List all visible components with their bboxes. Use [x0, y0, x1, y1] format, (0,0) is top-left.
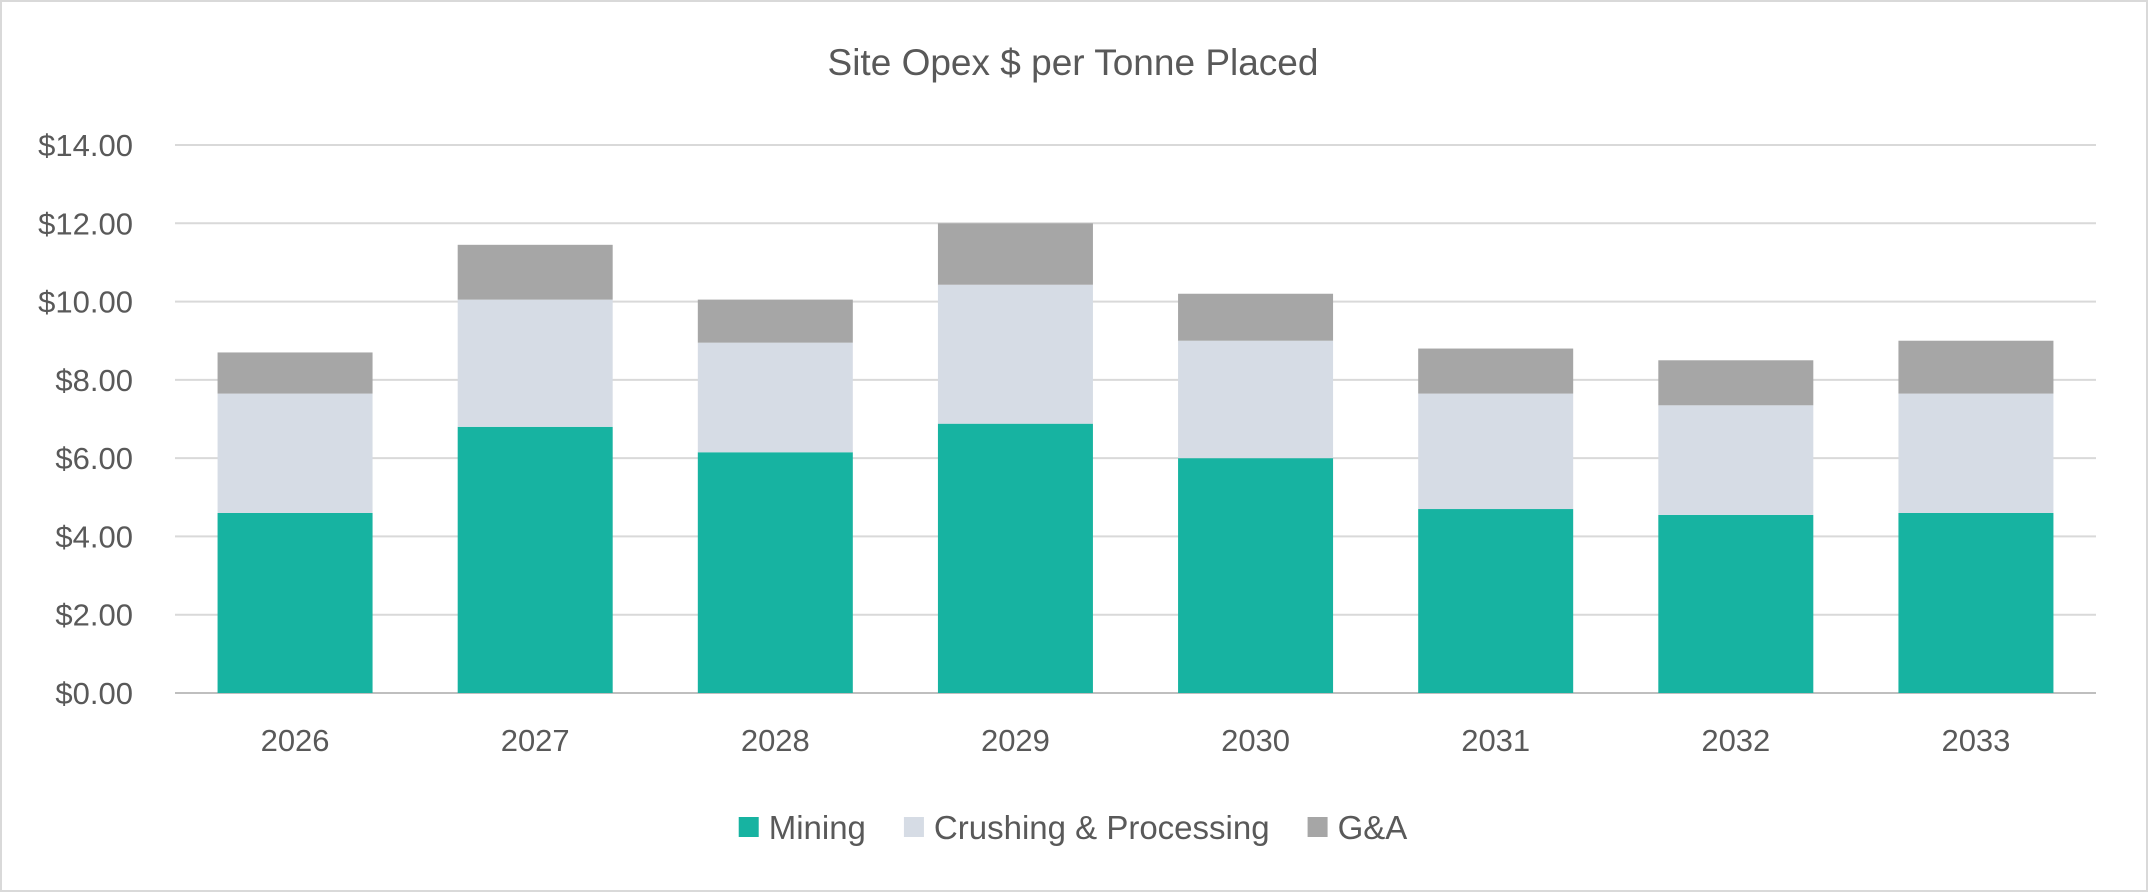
- y-tick-label: $6.00: [55, 441, 133, 476]
- y-tick-label: $4.00: [55, 519, 133, 554]
- bar-crushing-processing-2033: [1898, 393, 2054, 513]
- bar-mining-2031: [1418, 509, 1574, 693]
- bar-crushing-processing-2031: [1418, 393, 1574, 510]
- legend-swatch: [903, 817, 924, 837]
- legend-label: G&A: [1338, 809, 1408, 846]
- legend: Mining Crushing & Processing G&A: [738, 809, 1408, 846]
- legend-swatch: [1307, 817, 1328, 837]
- bar-mining-2030: [1178, 458, 1334, 693]
- x-axis-ticks: 2026 2027 2028 2029 2030 2031 2032 2033: [261, 723, 2011, 758]
- y-tick-label: $14.00: [38, 128, 133, 163]
- bar-mining-2028: [697, 452, 853, 693]
- bar-g-a-2031: [1418, 348, 1574, 394]
- bar-mining-2032: [1658, 514, 1814, 693]
- x-tick-label: 2027: [501, 723, 570, 758]
- y-tick-label: $10.00: [38, 285, 133, 320]
- bar-g-a-2032: [1658, 360, 1814, 406]
- bar-crushing-processing-2032: [1658, 405, 1814, 515]
- x-tick-label: 2028: [741, 723, 810, 758]
- y-tick-label: $12.00: [38, 206, 133, 241]
- legend-item: G&A: [1307, 809, 1408, 846]
- x-tick-label: 2033: [1941, 723, 2010, 758]
- legend-item: Crushing & Processing: [903, 809, 1270, 846]
- bar-g-a-2033: [1898, 340, 2054, 394]
- legend-item: Mining: [738, 809, 866, 846]
- x-tick-label: 2031: [1461, 723, 1530, 758]
- y-axis-ticks: $0.00 $2.00 $4.00 $6.00 $8.00 $10.00 $12.00 $14…: [38, 128, 133, 711]
- bar-g-a-2028: [697, 299, 853, 343]
- bar-crushing-processing-2028: [697, 342, 853, 453]
- bar-g-a-2030: [1178, 293, 1334, 341]
- x-tick-label: 2032: [1701, 723, 1770, 758]
- bar-crushing-processing-2029: [937, 284, 1093, 424]
- legend-swatch: [738, 817, 759, 837]
- bar-crushing-processing-2026: [217, 393, 373, 513]
- bar-mining-2029: [937, 423, 1093, 693]
- bar-g-a-2026: [217, 352, 373, 394]
- bar-g-a-2029: [937, 223, 1093, 285]
- x-tick-label: 2026: [261, 723, 330, 758]
- bar-mining-2026: [217, 512, 373, 693]
- bar-mining-2027: [457, 426, 613, 693]
- bar-crushing-processing-2030: [1178, 340, 1334, 459]
- y-tick-label: $0.00: [55, 676, 133, 711]
- x-tick-label: 2030: [1221, 723, 1290, 758]
- legend-label: Crushing & Processing: [934, 809, 1270, 846]
- x-tick-label: 2029: [981, 723, 1050, 758]
- chart-title: Site Opex $ per Tonne Placed: [828, 42, 1319, 83]
- y-tick-label: $8.00: [55, 363, 133, 398]
- bars: [217, 223, 2054, 693]
- bar-mining-2033: [1898, 512, 2054, 693]
- y-tick-label: $2.00: [55, 598, 133, 633]
- bar-g-a-2027: [457, 244, 613, 300]
- legend-label: Mining: [769, 809, 866, 846]
- bar-crushing-processing-2027: [457, 299, 613, 427]
